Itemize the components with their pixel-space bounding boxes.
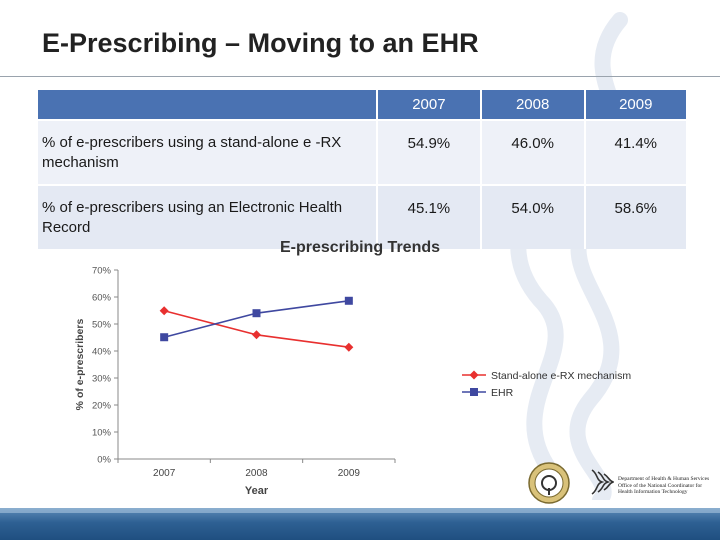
y-tick-label: 10% [92, 428, 112, 439]
y-tick-label: 70% [92, 266, 112, 277]
y-tick-label: 40% [92, 347, 112, 358]
table-cell: 41.4% [583, 119, 686, 185]
x-tick-label: 2008 [245, 468, 268, 479]
slide-title: E-Prescribing – Moving to an EHR [42, 28, 479, 58]
x-tick-label: 2007 [153, 468, 176, 479]
row-label: % of e-prescribers using an Electronic H… [38, 184, 377, 249]
footer-bar [0, 508, 720, 540]
data-table: 2007 2008 2009 % of e-prescribers using … [38, 90, 686, 249]
table-cell: 46.0% [479, 119, 585, 185]
y-tick-label: 0% [97, 455, 111, 466]
table-row: % of e-prescribers using an Electronic H… [38, 184, 686, 249]
table-cell: 58.6% [583, 184, 686, 249]
trend-line-chart: E-prescribing Trends 0% 10% 20% 30% 40% 50% 60… [74, 239, 631, 497]
data-point-marker [252, 330, 261, 340]
legend-label: Stand-alone e-RX mechanism [491, 370, 631, 382]
column-header: 2009 [583, 90, 686, 120]
y-tick-label: 60% [92, 293, 112, 304]
data-point-marker [160, 333, 169, 342]
table-header-row: 2007 2008 2009 [38, 90, 686, 120]
x-tick-label: 2009 [338, 468, 361, 479]
data-point-marker [344, 342, 354, 352]
x-axis-title: Year [245, 485, 269, 497]
table-row: % of e-prescribers using a stand-alone e… [38, 119, 686, 185]
hhs-eagle-logo [591, 469, 614, 495]
table-cell: 54.9% [376, 119, 481, 185]
row-label: % of e-prescribers using a stand-alone e… [38, 119, 377, 185]
hhs-logo-text: Department of Health & Human Services Of… [618, 476, 710, 495]
legend-label: EHR [491, 387, 514, 399]
data-point-marker [470, 388, 478, 396]
y-axis-title: % of e-prescribers [74, 319, 86, 411]
y-tick-label: 20% [92, 401, 112, 412]
data-point-marker [159, 306, 169, 316]
data-point-marker [344, 296, 353, 305]
table-corner-cell [38, 90, 377, 120]
onc-seal-logo [528, 462, 570, 504]
table-cell: 54.0% [479, 184, 585, 249]
title-divider [0, 76, 720, 77]
y-tick-label: 30% [92, 374, 112, 385]
data-point-marker [469, 370, 479, 380]
column-header: 2008 [479, 90, 585, 120]
column-header: 2007 [376, 90, 481, 120]
chart-title: E-prescribing Trends [280, 239, 440, 256]
table-cell: 45.1% [376, 184, 481, 249]
footer-highlight [0, 508, 720, 513]
y-tick-label: 50% [92, 320, 112, 331]
data-point-marker [252, 309, 261, 318]
